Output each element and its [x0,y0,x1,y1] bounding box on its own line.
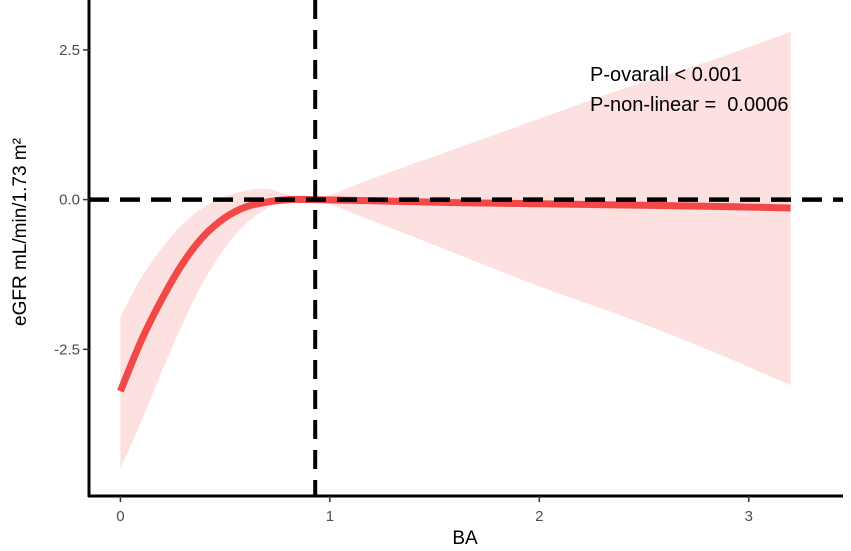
x-tick-label: 1 [326,508,334,525]
x-axis-title: BA [452,528,478,549]
x-tick-label: 0 [116,508,124,525]
y-axis-title: eGFR mL/min/1.73 m² [10,138,31,326]
y-tick-label: -2.5 [54,341,80,358]
confidence-band [120,32,791,470]
confidence-band-layer [120,32,791,470]
x-tick-label: 3 [745,508,753,525]
axes-layer: 0 1 2 3 2.5 0.0 -2.5 [54,0,843,525]
y-tick-label: 2.5 [59,42,80,59]
x-tick-label: 2 [535,508,543,525]
reference-lines-layer [89,0,843,496]
annotation-p-nonlinear: P-non-linear = 0.0006 [590,94,788,116]
y-tick-label: 0.0 [59,192,80,209]
annotation-p-overall: P-ovarall < 0.001 [590,64,742,86]
